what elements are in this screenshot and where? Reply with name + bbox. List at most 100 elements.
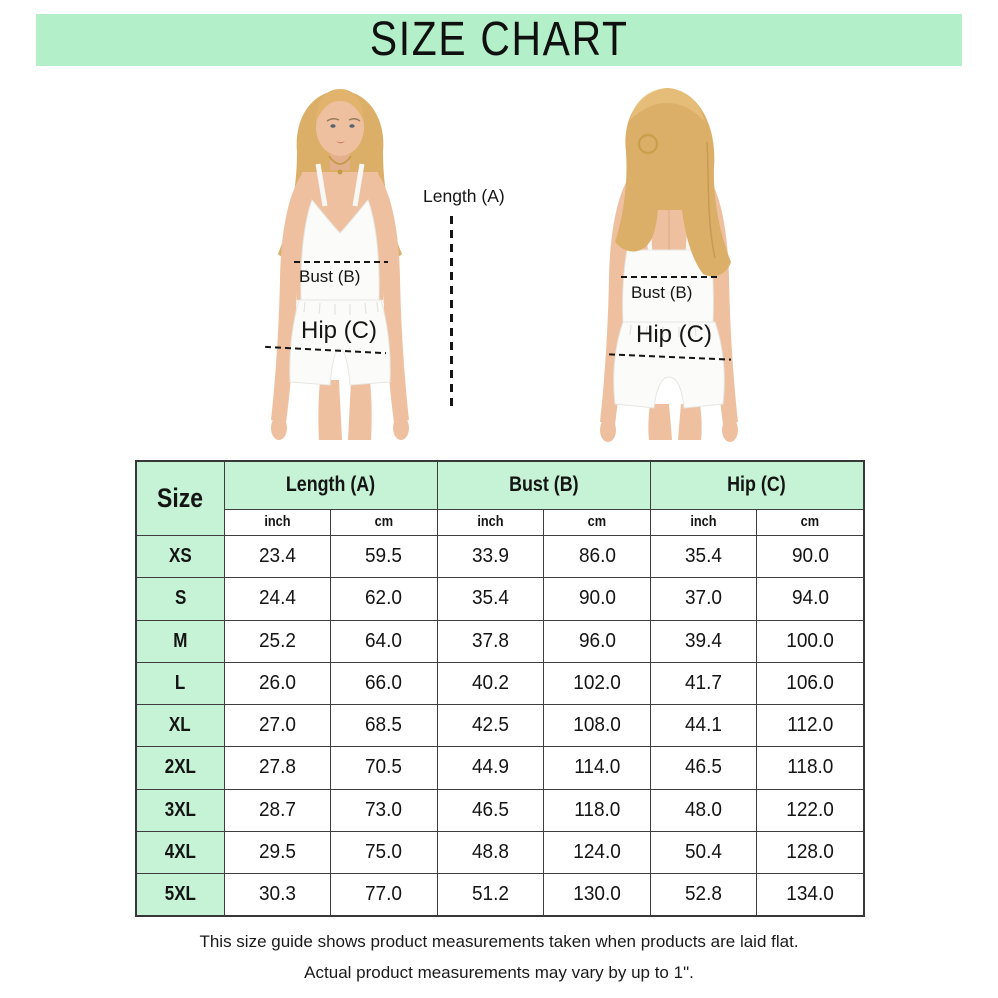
- col-header-length: Length (A): [223, 460, 438, 510]
- row-size-label: 4XL: [135, 830, 225, 875]
- value-cell: 37.8: [436, 619, 545, 663]
- model-leg-left: [318, 380, 342, 440]
- page-title: SIZE CHART: [369, 13, 629, 66]
- value-cell: 48.0: [649, 788, 758, 832]
- value-cell: 94.0: [756, 577, 865, 621]
- value-cell: 50.4: [649, 830, 758, 875]
- value-cell: 96.0: [543, 619, 651, 663]
- value-cell: 70.5: [330, 746, 438, 790]
- length-measurement-label: Length (A): [423, 186, 505, 206]
- model-head: [316, 98, 364, 156]
- table-row: M 25.2 64.0 37.8 96.0 39.4 100.0: [135, 619, 865, 663]
- value-cell: 52.8: [649, 873, 758, 917]
- value-cell: 102.0: [543, 661, 651, 706]
- value-cell: 124.0: [543, 830, 651, 875]
- model-front-figure: [271, 89, 409, 440]
- value-cell: 118.0: [543, 788, 651, 832]
- table-row: L 26.0 66.0 40.2 102.0 41.7 106.0: [135, 661, 865, 706]
- value-cell: 48.8: [436, 830, 545, 875]
- value-cell: 28.7: [223, 788, 332, 832]
- value-cell: 51.2: [436, 873, 545, 917]
- unit-header: inch: [649, 508, 758, 536]
- row-size-label: S: [135, 577, 225, 621]
- value-cell: 27.0: [223, 704, 332, 748]
- row-size-label: 2XL: [135, 746, 225, 790]
- front-model-photo: [271, 89, 409, 440]
- value-cell: 106.0: [756, 661, 865, 706]
- value-cell: 39.4: [649, 619, 758, 663]
- unit-header: inch: [223, 508, 332, 536]
- col-header-size: Size: [135, 460, 225, 536]
- romper-top: [300, 199, 380, 301]
- value-cell: 24.4: [223, 577, 332, 621]
- value-cell: 42.5: [436, 704, 545, 748]
- unit-header: cm: [543, 508, 651, 536]
- hoop-earring: [637, 133, 659, 155]
- value-cell: 86.0: [543, 534, 651, 579]
- row-size-label: 3XL: [135, 788, 225, 832]
- necklace: [328, 155, 352, 165]
- value-cell: 41.7: [649, 661, 758, 706]
- value-cell: 77.0: [330, 873, 438, 917]
- romper-strap: [315, 163, 328, 207]
- value-cell: 75.0: [330, 830, 438, 875]
- value-cell: 100.0: [756, 619, 865, 663]
- value-cell: 44.1: [649, 704, 758, 748]
- back-model-photo: [600, 88, 738, 442]
- row-size-label: L: [135, 661, 225, 706]
- value-cell: 118.0: [756, 746, 865, 790]
- row-size-label: 5XL: [135, 873, 225, 917]
- value-cell: 73.0: [330, 788, 438, 832]
- unit-header: cm: [330, 508, 438, 536]
- table-row: 2XL 27.8 70.5 44.9 114.0 46.5 118.0: [135, 746, 865, 790]
- front-bust-dashed-line: [294, 261, 388, 264]
- col-header-bust: Bust (B): [436, 460, 651, 510]
- front-bust-label: Bust (B): [299, 267, 361, 286]
- row-size-label: M: [135, 619, 225, 663]
- footer-note-line2: Actual product measurements may vary by …: [304, 963, 694, 982]
- row-size-label: XS: [135, 534, 225, 579]
- value-cell: 35.4: [436, 577, 545, 621]
- value-cell: 46.5: [436, 788, 545, 832]
- value-cell: 130.0: [543, 873, 651, 917]
- row-size-label: XL: [135, 704, 225, 748]
- table-row: S 24.4 62.0 35.4 90.0 37.0 94.0: [135, 577, 865, 621]
- front-hip-label: Hip (C): [301, 317, 377, 344]
- back-hip-label: Hip (C): [636, 321, 712, 348]
- col-header-hip: Hip (C): [649, 460, 865, 510]
- value-cell: 90.0: [756, 534, 865, 579]
- model-leg-right: [348, 380, 372, 440]
- table-row: XL 27.0 68.5 42.5 108.0 44.1 112.0: [135, 704, 865, 748]
- value-cell: 134.0: [756, 873, 865, 917]
- value-cell: 44.9: [436, 746, 545, 790]
- size-chart-banner: SIZE CHART: [36, 14, 962, 66]
- value-cell: 26.0: [223, 661, 332, 706]
- value-cell: 122.0: [756, 788, 865, 832]
- footer-note-line1: This size guide shows product measuremen…: [199, 932, 799, 951]
- table-row: 3XL 28.7 73.0 46.5 118.0 48.0 122.0: [135, 788, 865, 832]
- value-cell: 68.5: [330, 704, 438, 748]
- value-cell: 64.0: [330, 619, 438, 663]
- value-cell: 66.0: [330, 661, 438, 706]
- back-bust-dashed-line: [621, 276, 721, 279]
- back-bust-label: Bust (B): [631, 283, 693, 302]
- value-cell: 114.0: [543, 746, 651, 790]
- value-cell: 25.2: [223, 619, 332, 663]
- value-cell: 112.0: [756, 704, 865, 748]
- value-cell: 23.4: [223, 534, 332, 579]
- model-leg-left: [648, 404, 672, 440]
- romper-strap: [352, 163, 365, 207]
- value-cell: 29.5: [223, 830, 332, 875]
- romper-shorts-back: [613, 321, 725, 409]
- length-dashed-line: [450, 216, 453, 410]
- value-cell: 37.0: [649, 577, 758, 621]
- value-cell: 46.5: [649, 746, 758, 790]
- value-cell: 128.0: [756, 830, 865, 875]
- value-cell: 27.8: [223, 746, 332, 790]
- value-cell: 90.0: [543, 577, 651, 621]
- table-row: XS 23.4 59.5 33.9 86.0 35.4 90.0: [135, 534, 865, 579]
- value-cell: 59.5: [330, 534, 438, 579]
- unit-header: cm: [756, 508, 865, 536]
- model-back-figure: [600, 88, 738, 442]
